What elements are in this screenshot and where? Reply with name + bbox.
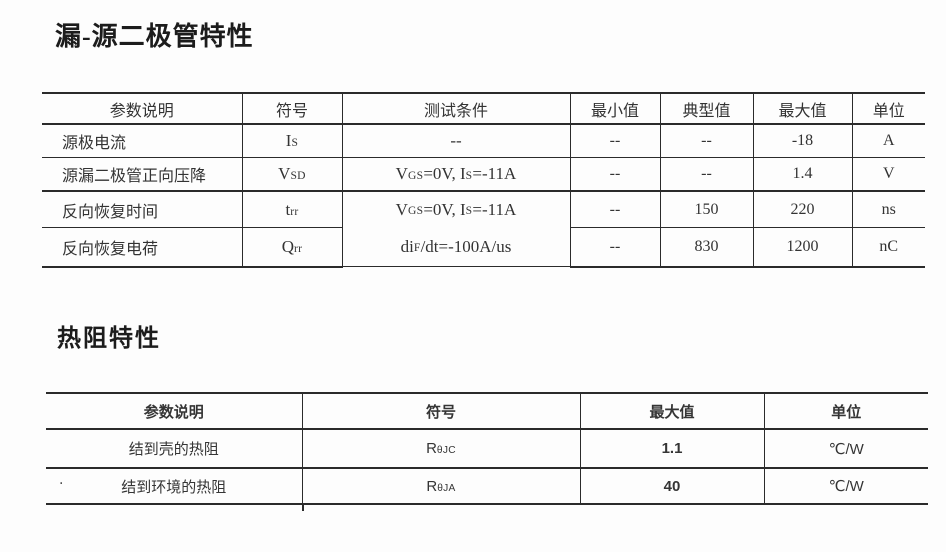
param-cell: 结到壳的热阻 <box>46 429 302 469</box>
min-cell: -- <box>569 124 660 158</box>
symbol-cell: trr <box>241 191 342 229</box>
symbol-cell: IS <box>241 124 342 158</box>
unit-cell: ns <box>851 191 925 229</box>
diode-characteristics-table: 参数说明 符号 测试条件 最小值 典型值 最大值 单位 源极电流 IS -- -… <box>42 92 925 268</box>
scan-artifact-dot: · <box>59 476 64 492</box>
condition-line-2: di F/dt=-100A/us <box>400 237 512 256</box>
column-header-unit: 单位 <box>763 392 928 430</box>
table-row: 源漏二极管正向压降 VSD VGS=0V, IS=-11A -- -- 1.4 … <box>42 157 925 192</box>
table-header-row: 参数说明 符号 最大值 单位 <box>46 392 928 430</box>
table-row: 结到壳的热阻 RθJC 1.1 ℃/W <box>46 429 928 469</box>
column-header-max: 最大值 <box>752 92 852 125</box>
column-header-symbol: 符号 <box>301 392 580 430</box>
min-cell: -- <box>569 157 660 192</box>
max-cell: -18 <box>752 124 852 158</box>
param-cell: 反向恢复电荷 <box>42 227 242 268</box>
typ-cell: 830 <box>659 227 753 268</box>
symbol-cell: Qrr <box>241 227 342 268</box>
symbol-cell: RθJC <box>301 429 580 469</box>
condition-cell: VGS=0V, IS=-11A <box>341 157 570 192</box>
min-cell: -- <box>569 191 660 229</box>
min-cell: -- <box>569 227 660 268</box>
column-header-param: 参数说明 <box>46 392 302 430</box>
max-cell: 1.4 <box>752 157 852 192</box>
typ-cell: -- <box>659 124 753 158</box>
unit-cell: ℃/W <box>763 468 928 505</box>
table-row: 源极电流 IS -- -- -- -18 A <box>42 124 925 158</box>
param-cell: 反向恢复时间 <box>42 191 242 229</box>
column-header-condition: 测试条件 <box>341 92 570 125</box>
column-header-min: 最小值 <box>569 92 660 125</box>
typ-cell: -- <box>659 157 753 192</box>
param-cell: 源极电流 <box>42 124 242 158</box>
max-cell: 40 <box>579 468 764 505</box>
column-header-unit: 单位 <box>851 92 925 125</box>
table-row: 反向恢复电荷 Qrr -- 830 1200 nC <box>42 227 925 268</box>
condition-cell: -- <box>341 124 570 158</box>
symbol-cell: VSD <box>241 157 342 192</box>
unit-cell: nC <box>851 227 925 268</box>
symbol-cell: RθJA <box>301 468 580 505</box>
table-row: 反向恢复时间 trr V GS =0V, I S =-11A di F/dt=-100A/… <box>42 191 925 267</box>
table-row: 结到环境的热阻 RθJA 40 ℃/W <box>46 468 928 505</box>
column-header-symbol: 符号 <box>241 92 342 125</box>
scan-artifact-line-overhang <box>302 503 304 511</box>
column-header-typ: 典型值 <box>659 92 753 125</box>
section-title-diode-characteristics: 漏-源二极管特性 <box>55 22 254 51</box>
table-header-row: 参数说明 符号 测试条件 最小值 典型值 最大值 单位 <box>42 92 925 125</box>
param-cell: 源漏二极管正向压降 <box>42 157 242 192</box>
column-header-max: 最大值 <box>579 392 764 430</box>
max-cell: 1200 <box>752 227 852 268</box>
unit-cell: ℃/W <box>763 429 928 469</box>
max-cell: 220 <box>752 191 852 229</box>
unit-cell: A <box>851 124 925 158</box>
column-header-param: 参数说明 <box>42 92 242 125</box>
unit-cell: V <box>851 157 925 192</box>
param-cell: 结到环境的热阻 <box>46 468 302 505</box>
condition-cell-merged: V GS =0V, I S =-11A di F/dt=-100A/us <box>341 191 570 267</box>
condition-line-1: V GS =0V, I S =-11A <box>395 200 517 219</box>
section-title-thermal-characteristics: 热阻特性 <box>57 326 161 352</box>
max-cell: 1.1 <box>579 429 764 469</box>
typ-cell: 150 <box>659 191 753 229</box>
thermal-characteristics-table: 参数说明 符号 最大值 单位 结到壳的热阻 RθJC 1.1 ℃/W 结到环境的… <box>46 392 928 505</box>
